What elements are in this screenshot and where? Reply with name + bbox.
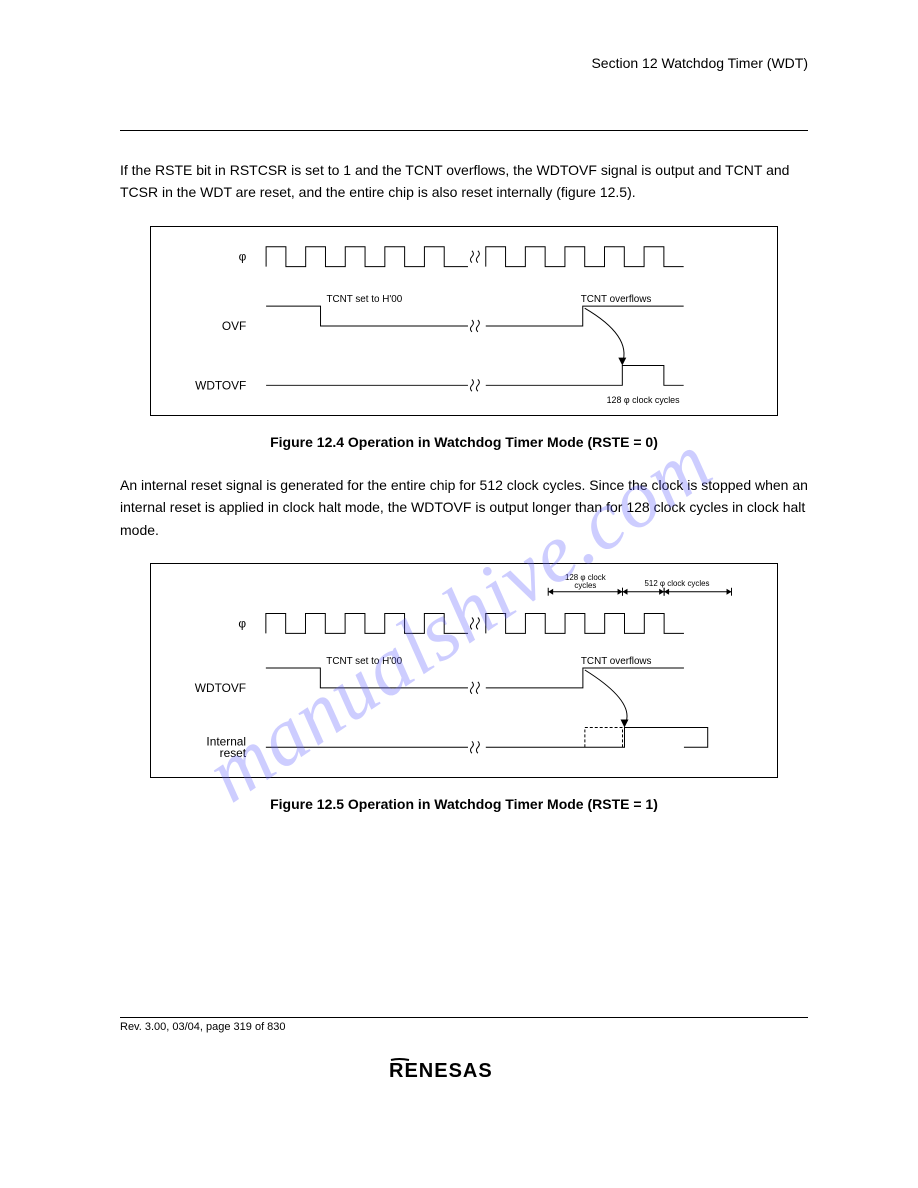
figure-12-4-caption: Figure 12.4 Operation in Watchdog Timer … xyxy=(120,434,808,450)
svg-text:φ: φ xyxy=(238,616,246,630)
svg-text:cycles: cycles xyxy=(574,581,596,590)
figure-12-5-caption: Figure 12.5 Operation in Watchdog Timer … xyxy=(120,796,808,812)
svg-text:WDTOVF: WDTOVF xyxy=(195,378,246,392)
section-title: Section 12 Watchdog Timer (WDT) xyxy=(591,55,808,71)
svg-text:OVF: OVF xyxy=(222,319,246,333)
renesas-logo: RENESAS xyxy=(389,1057,529,1083)
svg-text:reset: reset xyxy=(220,746,247,760)
svg-text:TCNT overflows: TCNT overflows xyxy=(581,656,652,667)
svg-text:512 φ clock cycles: 512 φ clock cycles xyxy=(645,579,710,588)
svg-text:TCNT set to H'00: TCNT set to H'00 xyxy=(326,656,402,667)
figure-12-5: 128 φ clockcycles512 φ clock cyclesφWDTO… xyxy=(150,563,778,778)
svg-text:φ: φ xyxy=(239,249,247,263)
rev-text: Rev. 3.00, 03/04, page 319 of 830 xyxy=(120,1021,286,1033)
svg-text:RENESAS: RENESAS xyxy=(389,1060,493,1082)
svg-text:TCNT set to H'00: TCNT set to H'00 xyxy=(326,294,402,305)
mid-paragraph: An internal reset signal is generated fo… xyxy=(120,474,808,541)
footer-rule xyxy=(120,1017,808,1018)
header-rule xyxy=(120,130,808,131)
footer-logo-area: RENESAS xyxy=(0,1057,918,1088)
figure-12-4: φ OVF TCNT set to H'00 TCNT overflows WDTOVF… xyxy=(150,226,778,416)
svg-text:WDTOVF: WDTOVF xyxy=(195,681,246,695)
intro-paragraph: If the RSTE bit in RSTCSR is set to 1 an… xyxy=(120,159,808,204)
svg-text:TCNT overflows: TCNT overflows xyxy=(581,294,652,305)
svg-text:128 φ clock cycles: 128 φ clock cycles xyxy=(607,395,681,405)
